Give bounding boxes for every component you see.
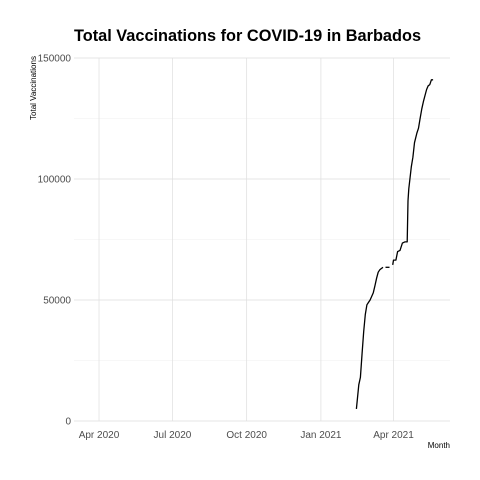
- x-axis-tick-labels: Apr 2020 Jul 2020 Oct 2020 Jan 2021 Apr 2021: [79, 430, 415, 441]
- x-tick-label: Jan 2021: [300, 430, 342, 441]
- vaccination-series: [355, 79, 434, 409]
- x-axis-label: Month: [428, 441, 450, 450]
- y-axis-label: Total Vaccinations: [29, 56, 38, 120]
- x-tick-label: Oct 2020: [226, 430, 267, 441]
- y-axis-tick-labels: 0 50000 100000 150000: [38, 54, 72, 428]
- y-tick-label: 0: [65, 417, 71, 428]
- x-tick-label: Apr 2020: [79, 430, 120, 441]
- y-tick-label: 150000: [38, 54, 72, 65]
- chart-title: Total Vaccinations for COVID-19 in Barba…: [74, 26, 422, 45]
- x-tick-label: Jul 2020: [154, 430, 192, 441]
- minor-gridlines: [74, 118, 450, 361]
- y-tick-label: 50000: [43, 296, 71, 307]
- major-gridlines: [74, 57, 450, 422]
- y-tick-label: 100000: [38, 175, 72, 186]
- series-line-segment: [355, 266, 384, 409]
- x-tick-label: Apr 2021: [373, 430, 414, 441]
- series-line-segment: [392, 79, 434, 266]
